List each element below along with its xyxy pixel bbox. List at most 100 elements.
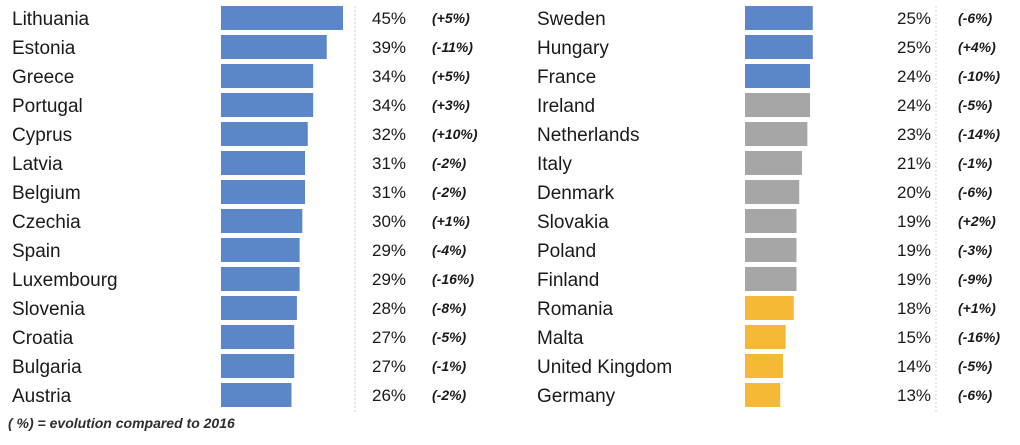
country-label: Netherlands: [537, 125, 639, 146]
value-label: 34%: [372, 96, 406, 115]
evolution-label: (+2%): [958, 213, 996, 229]
value-label: 15%: [897, 328, 931, 347]
evolution-label: (+5%): [432, 68, 470, 84]
bar: [745, 122, 808, 146]
value-label: 20%: [897, 183, 931, 202]
evolution-label: (+3%): [432, 97, 470, 113]
country-label: Denmark: [537, 183, 615, 204]
country-label: Estonia: [12, 38, 76, 59]
bar: [221, 354, 295, 378]
bar: [745, 267, 797, 291]
country-label: Germany: [537, 386, 616, 407]
evolution-label: (-14%): [958, 126, 1000, 142]
bar: [745, 238, 797, 262]
bar: [745, 383, 781, 407]
evolution-label: (-5%): [958, 358, 993, 374]
evolution-label: (+10%): [432, 126, 478, 142]
evolution-label: (-2%): [432, 155, 467, 171]
country-label: Slovakia: [537, 212, 609, 233]
value-label: 25%: [897, 38, 931, 57]
value-label: 39%: [372, 38, 406, 57]
bar: [221, 325, 295, 349]
country-label: Cyprus: [12, 125, 72, 146]
value-label: 19%: [897, 241, 931, 260]
country-label: France: [537, 67, 596, 88]
country-label: Czechia: [12, 212, 81, 233]
value-label: 45%: [372, 9, 406, 28]
value-label: 25%: [897, 9, 931, 28]
evolution-label: (-5%): [432, 329, 467, 345]
evolution-label: (+4%): [958, 39, 996, 55]
country-label: Italy: [537, 154, 572, 175]
value-label: 32%: [372, 125, 406, 144]
bar: [221, 267, 300, 291]
evolution-label: (-3%): [958, 242, 993, 258]
country-label: Hungary: [537, 38, 609, 59]
value-label: 31%: [372, 183, 406, 202]
bar: [221, 151, 306, 175]
evolution-label: (-11%): [432, 39, 473, 55]
value-label: 23%: [897, 125, 931, 144]
bar: [745, 325, 786, 349]
country-label: Belgium: [12, 183, 81, 204]
bar: [745, 354, 783, 378]
value-label: 34%: [372, 67, 406, 86]
country-label: United Kingdom: [537, 357, 672, 378]
bar: [745, 180, 800, 204]
country-label: Poland: [537, 241, 596, 262]
footnote: ( %) = evolution compared to 2016: [8, 415, 235, 431]
bar: [221, 6, 343, 30]
evolution-label: (+5%): [432, 10, 470, 26]
bar: [745, 209, 797, 233]
country-label: Slovenia: [12, 299, 85, 320]
value-label: 24%: [897, 67, 931, 86]
bar: [745, 151, 802, 175]
bar: [221, 180, 306, 204]
value-label: 18%: [897, 299, 931, 318]
bar: [221, 209, 303, 233]
bar: [221, 238, 300, 262]
evolution-label: (-9%): [958, 271, 993, 287]
evolution-label: (+1%): [958, 300, 996, 316]
country-label: Portugal: [12, 96, 83, 117]
value-label: 28%: [372, 299, 406, 318]
value-label: 31%: [372, 154, 406, 173]
bar: [221, 64, 314, 88]
country-label: Malta: [537, 328, 584, 349]
bar: [745, 93, 811, 117]
evolution-label: (-6%): [958, 10, 993, 26]
value-label: 27%: [372, 328, 406, 347]
bar: [745, 64, 811, 88]
value-label: 26%: [372, 386, 406, 405]
value-label: 13%: [897, 386, 931, 405]
country-label: Bulgaria: [12, 357, 82, 378]
value-label: 19%: [897, 212, 931, 231]
evolution-label: (-1%): [432, 358, 467, 374]
country-label: Romania: [537, 299, 613, 320]
evolution-label: (-1%): [958, 155, 993, 171]
bar: [221, 296, 297, 320]
value-label: 19%: [897, 270, 931, 289]
country-label: Lithuania: [12, 9, 90, 30]
value-label: 24%: [897, 96, 931, 115]
value-label: 14%: [897, 357, 931, 376]
evolution-label: (-16%): [958, 329, 1000, 345]
country-label: Austria: [12, 386, 72, 407]
country-label: Spain: [12, 241, 61, 262]
country-label: Croatia: [12, 328, 74, 349]
evolution-label: (-16%): [432, 271, 474, 287]
evolution-label: (-4%): [432, 242, 467, 258]
country-label: Luxembourg: [12, 270, 118, 291]
country-label: Greece: [12, 67, 74, 88]
evolution-label: (-10%): [958, 68, 1000, 84]
evolution-label: (-8%): [432, 300, 467, 316]
evolution-label: (+1%): [432, 213, 470, 229]
evolution-label: (-6%): [958, 387, 993, 403]
evolution-label: (-2%): [432, 387, 467, 403]
evolution-label: (-5%): [958, 97, 993, 113]
bar: [745, 6, 813, 30]
evolution-label: (-6%): [958, 184, 993, 200]
value-label: 27%: [372, 357, 406, 376]
value-label: 21%: [897, 154, 931, 173]
